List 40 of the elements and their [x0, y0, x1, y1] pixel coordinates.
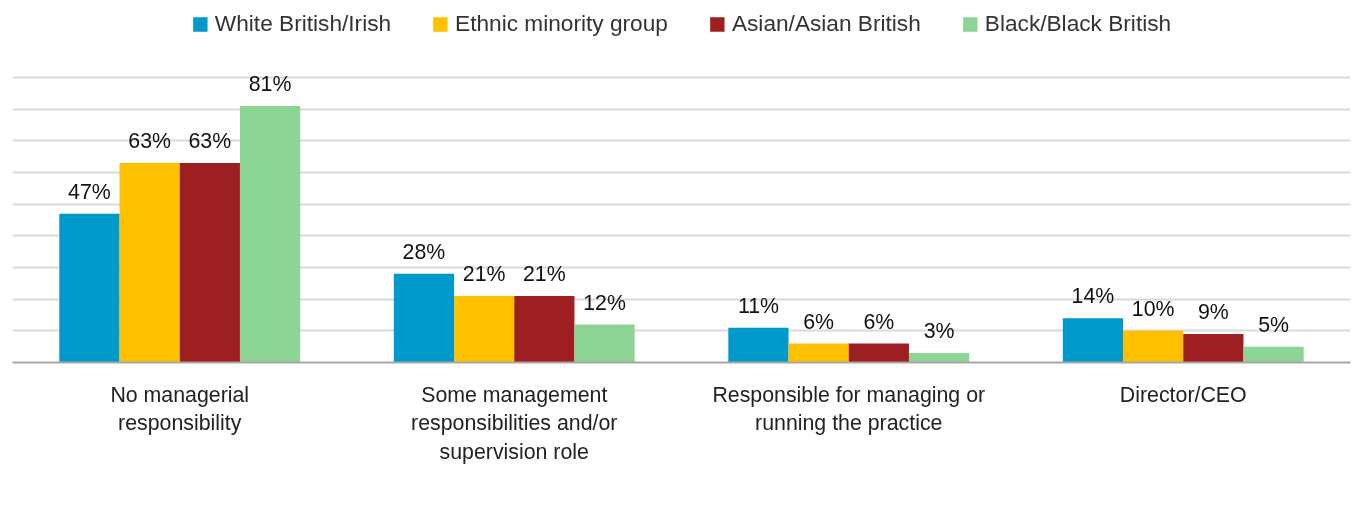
bar [1123, 330, 1184, 363]
data-label: 63% [128, 129, 172, 153]
bar [393, 273, 455, 363]
data-label: 6% [803, 309, 835, 334]
x-tick-label: Responsible for managing or running the practice [712, 382, 986, 436]
legend-label: Asian/Asian British [731, 10, 921, 37]
data-label: 21% [523, 262, 566, 286]
legend-label: Black/Black British [984, 10, 1172, 37]
bar [1183, 334, 1244, 363]
legend-label: White British/Irish [214, 10, 392, 37]
data-label: 9% [1197, 300, 1229, 324]
data-label: 3% [923, 319, 955, 343]
data-label: 5% [1258, 312, 1290, 337]
bar [514, 296, 575, 363]
data-label: 81% [248, 72, 292, 96]
bar [119, 163, 180, 363]
bar [454, 296, 515, 363]
data-label: 47% [68, 179, 111, 204]
x-tick-label: Director/CEO [1119, 382, 1247, 407]
bar [59, 213, 120, 363]
x-tick-label: No managerial responsibility [110, 382, 250, 436]
legend-label: Ethnic minority group [455, 10, 668, 37]
bar [848, 343, 909, 363]
bar [239, 106, 301, 363]
data-label: 21% [462, 262, 506, 286]
bar [728, 327, 789, 363]
bar [574, 324, 635, 363]
bar [1243, 346, 1304, 363]
data-label: 14% [1071, 284, 1115, 309]
data-label: 10% [1131, 296, 1175, 321]
bar [1062, 318, 1124, 363]
data-label: 11% [737, 293, 780, 318]
data-label: 28% [402, 239, 446, 264]
x-tick-label: Some management responsibilities and/or supervision role [411, 382, 618, 465]
bar [179, 163, 240, 363]
data-label: 63% [188, 129, 232, 153]
data-label: 12% [583, 290, 626, 315]
data-label: 6% [863, 309, 895, 334]
bar [908, 353, 970, 363]
bar [788, 343, 849, 363]
